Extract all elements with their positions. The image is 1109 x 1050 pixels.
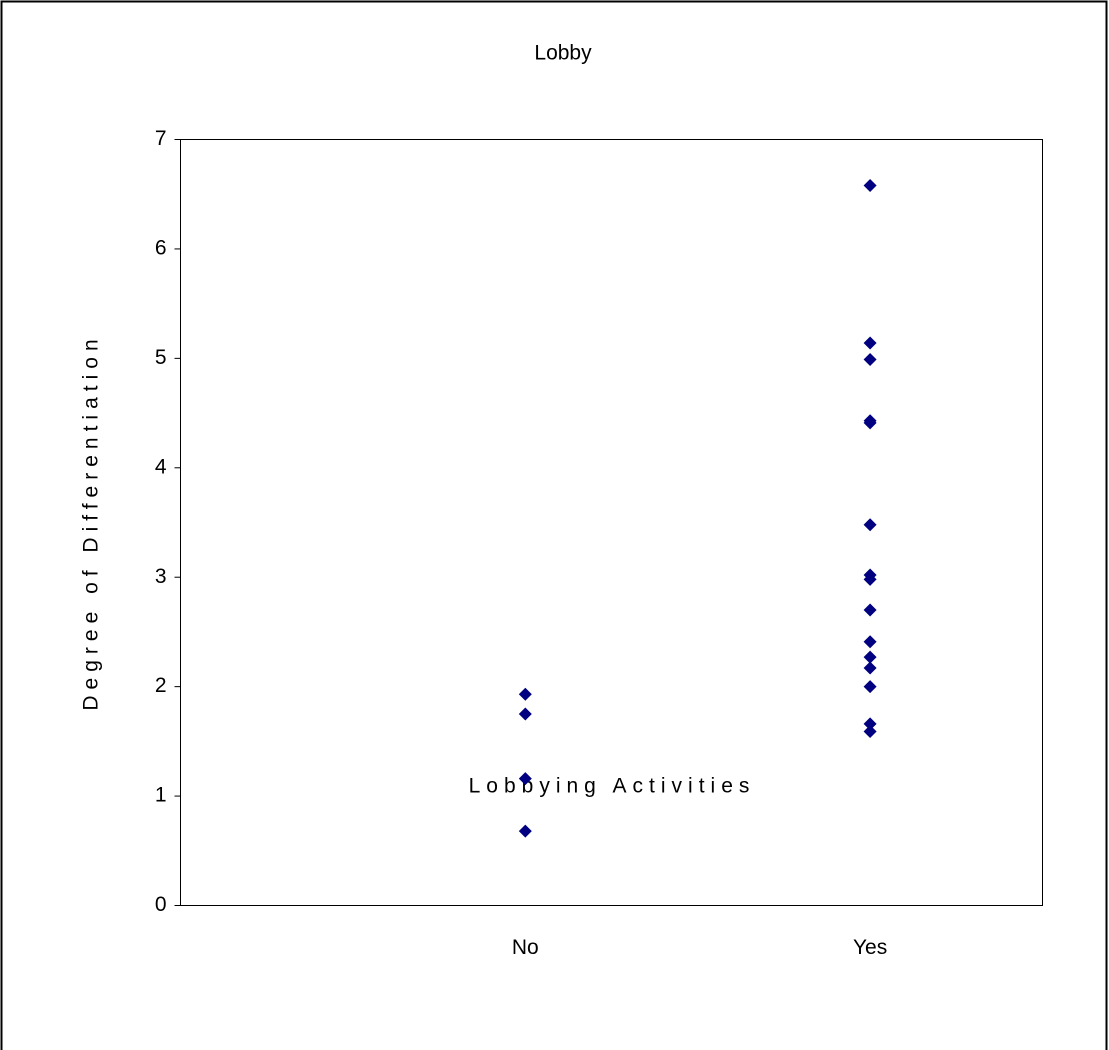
y-tick-label: 3 <box>155 565 167 588</box>
point <box>863 650 877 664</box>
y-tick-label: 4 <box>155 455 167 478</box>
chart-title: Lobby <box>534 42 592 65</box>
point <box>863 725 877 739</box>
y-axis-title: Degree of Differentiation <box>80 333 103 710</box>
y-tick-label: 6 <box>155 236 167 259</box>
point <box>863 352 877 366</box>
point <box>863 416 877 430</box>
point <box>863 680 877 694</box>
point <box>863 661 877 675</box>
y-tick-label: 1 <box>155 784 167 807</box>
point <box>863 635 877 649</box>
x-axis-title: Lobbying Activities <box>469 775 756 798</box>
y-tick-label: 2 <box>155 674 167 697</box>
point <box>518 707 532 721</box>
x-tick-label: No <box>512 936 539 959</box>
point <box>518 687 532 701</box>
point <box>518 772 532 786</box>
plot-area <box>180 139 1043 906</box>
x-tick-label: Yes <box>853 936 887 959</box>
point <box>863 336 877 350</box>
point <box>518 824 532 838</box>
y-tick-label: 7 <box>155 127 167 150</box>
point <box>863 572 877 586</box>
y-tick-label: 5 <box>155 346 167 369</box>
point <box>863 518 877 532</box>
point <box>863 717 877 731</box>
point <box>863 178 877 192</box>
y-tick-label: 0 <box>155 893 167 916</box>
point <box>863 603 877 617</box>
